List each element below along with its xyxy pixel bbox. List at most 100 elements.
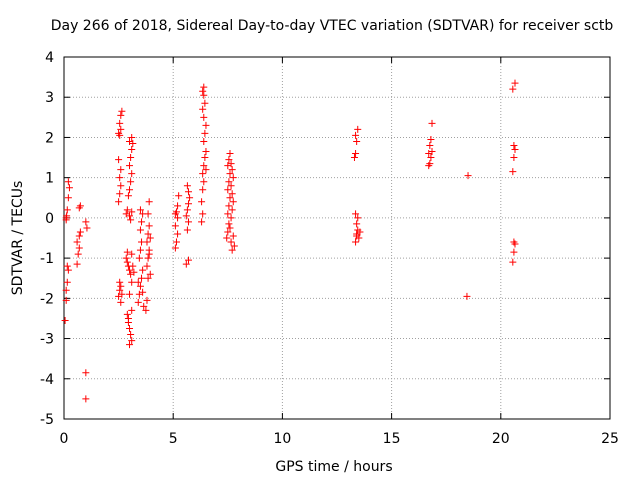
ticks: 0 5 10 15 20 25 -5 -4 -3 -2 -1 0 1 2 3 4 — [40, 50, 619, 447]
data-point — [64, 178, 72, 186]
x-tick-label: 10 — [273, 431, 291, 447]
data-point — [171, 222, 179, 230]
data-point — [115, 156, 123, 164]
data-point — [128, 170, 136, 178]
data-point — [126, 162, 134, 170]
data-point — [199, 186, 207, 194]
data-point — [82, 218, 90, 226]
data-point — [135, 254, 143, 262]
data-point — [353, 220, 361, 228]
data-point — [136, 246, 144, 254]
data-point — [226, 194, 234, 202]
x-tick-label: 20 — [492, 431, 510, 447]
data-point — [143, 238, 151, 246]
data-point — [138, 218, 146, 226]
data-point — [200, 137, 208, 145]
data-point — [62, 286, 70, 294]
data-point — [117, 111, 125, 119]
data-point — [123, 206, 131, 214]
data-point — [128, 146, 136, 154]
data-point — [354, 125, 362, 133]
data-point — [511, 240, 519, 248]
data-point — [226, 170, 234, 178]
data-point — [126, 186, 134, 194]
data-point — [228, 190, 236, 198]
data-point — [136, 206, 144, 214]
data-point — [202, 166, 210, 174]
data-point — [200, 113, 208, 121]
data-point — [227, 160, 235, 168]
data-point — [64, 266, 72, 274]
data-point — [118, 290, 126, 298]
data-point — [136, 282, 144, 290]
data-point — [174, 230, 182, 238]
data-point — [184, 200, 192, 208]
data-point — [511, 79, 519, 87]
data-point — [200, 83, 208, 91]
y-tick-label: 2 — [45, 130, 54, 146]
data-point — [144, 254, 152, 262]
data-point — [428, 148, 436, 156]
data-point — [140, 302, 148, 310]
data-point — [145, 198, 153, 206]
data-point — [144, 230, 152, 238]
data-point — [146, 270, 154, 278]
x-tick-label: 5 — [169, 431, 178, 447]
data-point — [128, 133, 136, 141]
data-point — [171, 244, 179, 252]
y-tick-label: 3 — [45, 90, 54, 106]
data-point — [82, 395, 90, 403]
data-point — [172, 238, 180, 246]
data-point — [352, 150, 360, 158]
data-point — [117, 166, 125, 174]
data-point — [76, 202, 84, 210]
data-point — [126, 212, 134, 220]
data-point — [352, 238, 360, 246]
y-tick-label: -1 — [40, 251, 54, 267]
data-point — [128, 278, 136, 286]
data-point — [174, 214, 182, 222]
data-point — [427, 154, 435, 162]
data-point — [201, 129, 209, 137]
data-point — [227, 238, 235, 246]
data-point — [225, 156, 233, 164]
data-point — [228, 166, 236, 174]
data-point — [354, 214, 362, 222]
data-point — [139, 288, 147, 296]
data-point — [65, 184, 73, 192]
data-point — [198, 218, 206, 226]
data-point — [509, 168, 517, 176]
data-point — [75, 232, 83, 240]
data-point — [228, 246, 236, 254]
y-tick-label: -5 — [40, 412, 54, 428]
data-point — [61, 316, 69, 324]
data-point — [225, 220, 233, 228]
plot-frame — [63, 56, 611, 420]
data-point — [224, 228, 232, 236]
data-point — [186, 194, 194, 202]
data-point — [225, 202, 233, 210]
data-point — [123, 310, 131, 318]
data-point — [144, 274, 152, 282]
data-point — [63, 278, 71, 286]
data-point — [139, 266, 147, 274]
data-point — [184, 188, 192, 196]
data-point — [117, 298, 125, 306]
data-point — [142, 306, 150, 314]
x-tick-label: 15 — [383, 431, 401, 447]
data-point — [510, 248, 518, 256]
y-tick-label: 4 — [45, 50, 54, 66]
y-axis-label: SDTVAR / TECUs — [10, 181, 26, 296]
data-points — [61, 79, 519, 403]
data-point — [144, 210, 152, 218]
data-point — [175, 192, 183, 200]
data-point — [136, 226, 144, 234]
data-point — [64, 194, 72, 202]
x-tick-label: 25 — [601, 431, 619, 447]
data-point — [200, 91, 208, 99]
data-point — [126, 266, 134, 274]
data-point — [463, 292, 471, 300]
data-point — [509, 85, 517, 93]
data-point — [225, 178, 233, 186]
